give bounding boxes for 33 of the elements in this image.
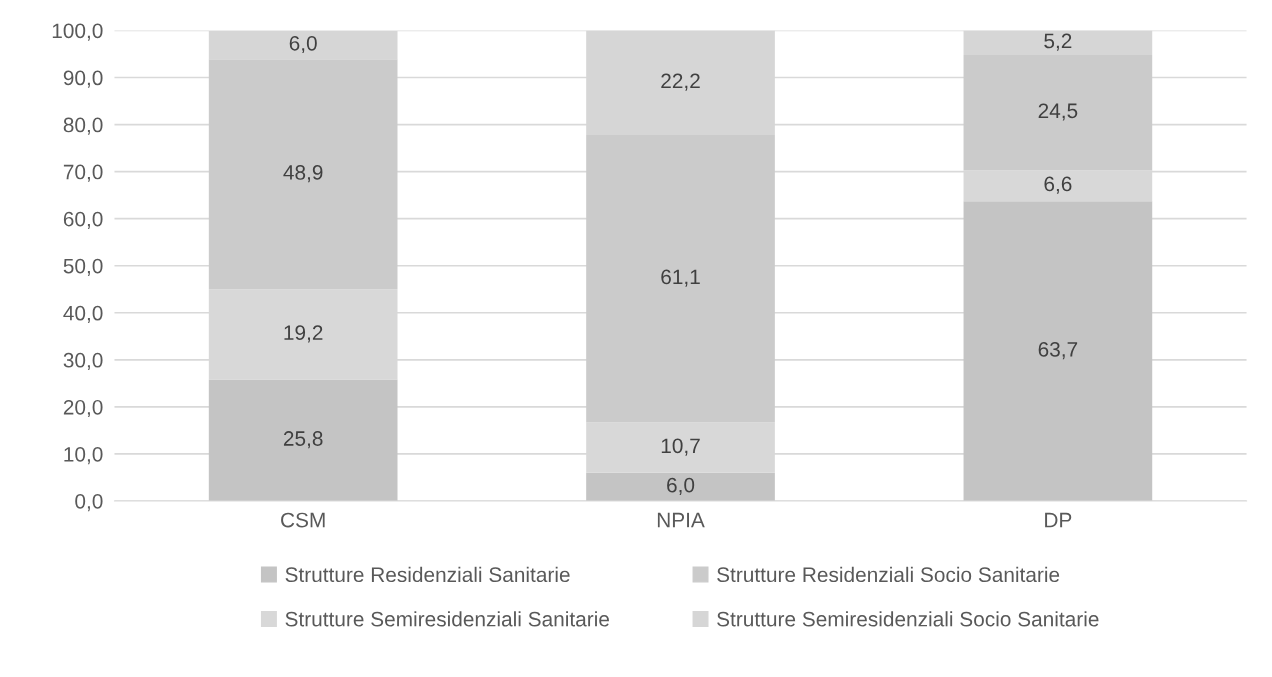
bar: [586, 472, 775, 501]
bar: [963, 201, 1153, 501]
data-label: 19,2: [284, 325, 323, 343]
y-tick-label: 50,0: [63, 258, 103, 276]
bar: [208, 379, 398, 501]
legend-label: Strutture Semiresidenziali Sanitarie: [285, 611, 609, 627]
legend-label: Strutture Residenziali Socio Sanitarie: [717, 566, 1060, 583]
data-label: 24,5: [1038, 103, 1078, 121]
legend-label: Strutture Semiresidenziali Socio Sanitarie: [717, 611, 1099, 627]
data-label: 48,9: [283, 165, 323, 183]
y-tick-label: 100,0: [52, 23, 103, 41]
x-tick-label: NPIA: [657, 512, 705, 528]
x-tick-label: CSM: [281, 512, 325, 528]
data-label: 22,2: [661, 73, 700, 91]
y-tick-label: 60,0: [63, 211, 103, 229]
x-tick-label: DP: [1045, 512, 1072, 528]
data-label: 63,7: [1038, 341, 1078, 360]
y-tick-label: 30,0: [63, 352, 103, 371]
data-label: 5,2: [1044, 33, 1072, 51]
data-label: 6,0: [289, 35, 317, 54]
data-label: 10,7: [661, 438, 700, 456]
y-tick-label: 10,0: [64, 446, 103, 465]
y-tick-label: 70,0: [63, 164, 103, 182]
data-label: 6,0: [667, 477, 695, 495]
y-tick-label: 40,0: [63, 305, 103, 323]
y-tick-label: 80,0: [63, 117, 103, 135]
data-label: 61,1: [661, 269, 700, 287]
legend-label: Strutture Residenziali Sanitarie: [285, 566, 570, 583]
y-tick-label: 20,0: [63, 399, 103, 418]
y-tick-label: 90,0: [63, 70, 103, 88]
data-label: 25,8: [283, 431, 323, 449]
y-tick-label: 0,0: [75, 493, 103, 512]
data-label: 6,6: [1044, 176, 1072, 194]
